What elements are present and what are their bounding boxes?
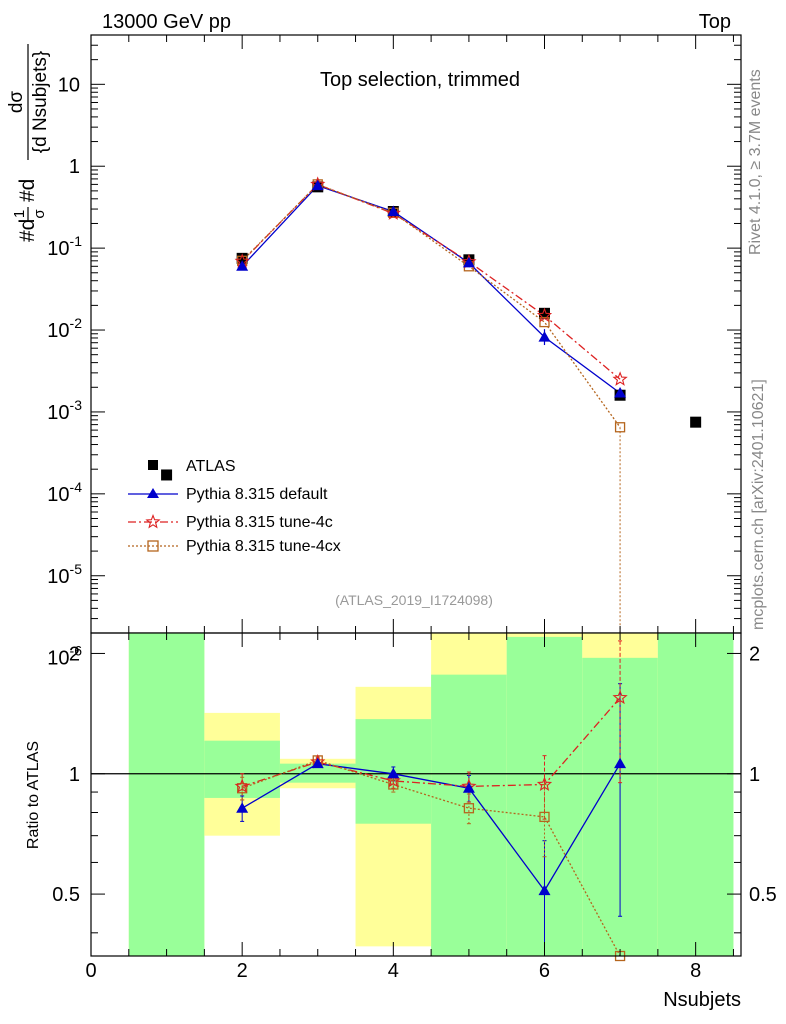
main-line-series-1 — [241, 184, 621, 394]
ratio-point-s2-2 — [388, 779, 399, 790]
main-y-tick-label-3: 10-2 — [47, 315, 82, 342]
main-point-s1-5 — [614, 387, 627, 398]
ratio-point-s0-2 — [387, 767, 400, 779]
main-point-s3-4 — [539, 316, 550, 328]
ratio-line-series-1 — [242, 697, 621, 788]
ylabel-one: 1 — [11, 210, 28, 218]
main-point-s0-5 — [538, 307, 550, 319]
ratio-line-series-0 — [241, 763, 621, 892]
main-point-s0-1 — [236, 252, 248, 264]
main-y-tick-label-7: 10-6 — [47, 643, 82, 670]
ratio-line-series-2 — [241, 759, 621, 957]
legend-marker-tune-4c — [145, 513, 161, 529]
ratio-frame — [90, 632, 742, 957]
main-point-s0-0 — [161, 469, 173, 481]
ratio-y-label: Ratio to ATLAS — [25, 741, 42, 849]
x-tick-label-3: 6 — [539, 960, 550, 982]
main-title: Top selection, trimmed — [320, 69, 520, 91]
ratio-point-s2-0 — [237, 783, 248, 794]
x-tick-label-2: 4 — [388, 960, 399, 982]
ratio-point-s2-4 — [539, 811, 550, 823]
legend-label-atlas: ATLAS — [186, 458, 236, 475]
ylabel-part-1: #d — [16, 219, 39, 242]
main-y-tick-label-2: 10-1 — [47, 233, 82, 260]
main-point-s2-5 — [612, 371, 628, 386]
x-tick-label-1: 2 — [237, 960, 248, 982]
ratio-point-s0-5 — [614, 757, 627, 769]
mcplots-label: mcplots.cern.ch [arXiv:2401.10621] — [750, 379, 767, 630]
ratio-y-tick-label-right-1: 1 — [749, 764, 760, 786]
rivet-label: Rivet 4.1.0, ≥ 3.7M events — [747, 69, 764, 255]
analysis-label: (ATLAS_2019_I1724098) — [335, 592, 493, 608]
main-plot-area — [91, 35, 741, 633]
svg-text:#d: #d — [16, 219, 39, 242]
ratio-y-tick-label-left-2: 2 — [69, 643, 80, 665]
ratio-point-s0-4 — [538, 884, 551, 896]
ylabel-denominator: {d Nsubjets} — [30, 51, 51, 153]
header-left: 13000 GeV pp — [102, 11, 231, 33]
legend-label-tune-4cx: Pythia 8.315 tune-4cx — [186, 538, 341, 555]
ratio-y-tick-label-left-1: 1 — [69, 764, 80, 786]
legend: ATLAS Pythia 8.315 default Pythia 8.315 … — [128, 458, 341, 555]
main-y-label: #d 1 σ #d dσ {d Nsubjets} — [6, 44, 51, 242]
ylabel-part-2: #d — [16, 179, 39, 202]
ratio-point-s1-5 — [612, 689, 628, 705]
ratio-point-s2-3 — [463, 803, 475, 814]
legend-label-default: Pythia 8.315 default — [186, 486, 328, 503]
main-point-s3-5 — [614, 422, 626, 433]
header-right: Top — [699, 11, 731, 33]
x-tick-label-0: 0 — [85, 960, 96, 982]
main-y-tick-label-4: 10-3 — [47, 397, 82, 424]
main-line-series-3 — [241, 183, 621, 428]
ratio-band-green-0 — [128, 633, 205, 956]
main-point-s0-7 — [690, 416, 702, 428]
main-y-tick-label-0: 10 — [58, 74, 80, 96]
ratio-y-tick-label-right-2: 2 — [749, 643, 760, 665]
legend-marker-atlas — [148, 460, 158, 470]
ratio-point-s1-2 — [385, 772, 401, 788]
ratio-point-s0-1 — [311, 757, 324, 769]
main-point-s2-2 — [385, 205, 401, 220]
ylabel-dsigma: dσ — [6, 91, 27, 114]
ratio-y-tick-label-left-0: 0.5 — [52, 884, 80, 906]
ratio-band-green-7 — [657, 633, 734, 956]
main-point-s1-1 — [311, 179, 324, 191]
x-tick-label-4: 8 — [690, 960, 701, 982]
main-point-s2-4 — [536, 307, 553, 323]
ylabel-sigma: σ — [31, 209, 48, 219]
legend-label-tune-4c: Pythia 8.315 tune-4c — [186, 514, 333, 531]
x-axis-label: Nsubjets — [663, 989, 741, 1011]
main-y-tick-label-5: 10-4 — [47, 479, 82, 506]
legend-marker-default — [147, 488, 159, 498]
ratio-point-s1-4 — [536, 776, 553, 792]
ratio-y-tick-label-right-0: 0.5 — [749, 884, 777, 906]
main-y-tick-label-1: 1 — [69, 156, 80, 178]
main-point-s1-4 — [538, 331, 551, 342]
main-point-s1-2 — [387, 205, 400, 216]
legend-marker-tune-4cx — [147, 540, 159, 552]
ratio-point-s1-0 — [234, 778, 250, 793]
main-y-tick-label-6: 10-5 — [47, 561, 82, 588]
main-point-s1-0 — [236, 260, 249, 271]
main-line-series-2 — [241, 183, 621, 380]
ratio-point-s0-0 — [236, 802, 249, 813]
main-point-s1-3 — [462, 256, 475, 268]
ratio-point-s0-3 — [462, 782, 475, 793]
